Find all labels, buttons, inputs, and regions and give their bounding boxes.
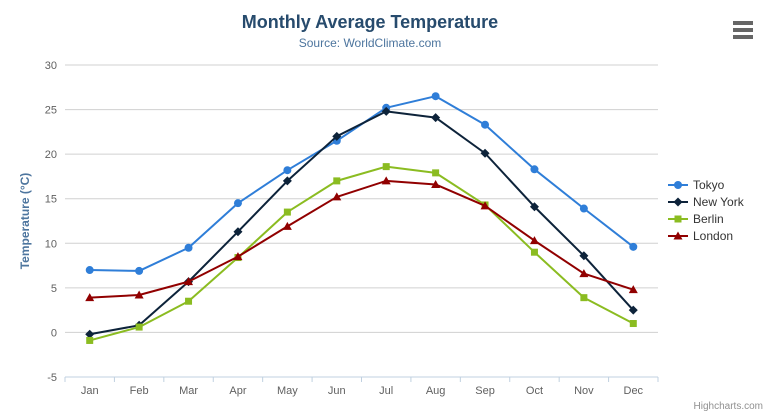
triangle-marker-icon <box>668 231 688 239</box>
svg-text:Sep: Sep <box>475 385 495 397</box>
svg-text:20: 20 <box>45 149 57 161</box>
legend-item-berlin[interactable]: Berlin <box>668 211 744 226</box>
svg-text:Oct: Oct <box>526 385 543 397</box>
chart-subtitle: Source: WorldClimate.com <box>298 36 442 50</box>
svg-text:Feb: Feb <box>130 385 149 397</box>
svg-text:5: 5 <box>51 283 57 295</box>
svg-text:Mar: Mar <box>179 385 198 397</box>
svg-text:May: May <box>277 385 298 397</box>
legend: Tokyo New York Berlin London <box>668 177 744 243</box>
svg-text:Aug: Aug <box>426 385 446 397</box>
hamburger-bar <box>733 35 753 39</box>
hamburger-bar <box>733 21 753 25</box>
x-axis-labels: Jan Feb Mar Apr May Jun Jul Aug Sep Oct Nov Dec <box>81 385 644 397</box>
legend-item-tokyo[interactable]: Tokyo <box>668 177 744 192</box>
svg-text:Jan: Jan <box>81 385 99 397</box>
svg-text:Nov: Nov <box>574 385 594 397</box>
series-new-york[interactable] <box>85 106 638 339</box>
legend-label-berlin: Berlin <box>693 211 724 226</box>
circle-marker-icon <box>668 180 688 189</box>
y-axis-labels: -5 0 5 10 15 20 25 30 <box>45 60 57 384</box>
series-london[interactable] <box>85 176 638 302</box>
x-axis <box>64 376 659 382</box>
legend-label-london: London <box>693 228 734 243</box>
svg-text:30: 30 <box>45 60 57 72</box>
svg-text:0: 0 <box>51 327 57 339</box>
legend-item-london[interactable]: London <box>668 228 744 243</box>
svg-text:Dec: Dec <box>624 385 644 397</box>
chart-title: Monthly Average Temperature <box>241 12 499 32</box>
svg-text:Apr: Apr <box>229 385 246 397</box>
svg-text:15: 15 <box>45 194 57 206</box>
series-tokyo[interactable] <box>85 92 638 275</box>
svg-text:10: 10 <box>45 238 57 250</box>
square-marker-icon <box>668 215 688 222</box>
credits-link[interactable]: Highcharts.com <box>693 401 763 412</box>
svg-text:Jul: Jul <box>379 385 393 397</box>
y-axis-title: Temperature (°C) <box>18 172 32 270</box>
hamburger-bar <box>733 28 753 32</box>
hamburger-icon[interactable] <box>731 19 755 41</box>
legend-label-new-york: New York <box>693 194 744 209</box>
gridlines <box>65 64 658 378</box>
legend-label-tokyo: Tokyo <box>693 177 725 192</box>
svg-text:Jun: Jun <box>328 385 346 397</box>
svg-text:-5: -5 <box>47 372 57 384</box>
diamond-marker-icon <box>668 197 688 206</box>
svg-text:25: 25 <box>45 105 57 117</box>
legend-item-new-york[interactable]: New York <box>668 194 744 209</box>
